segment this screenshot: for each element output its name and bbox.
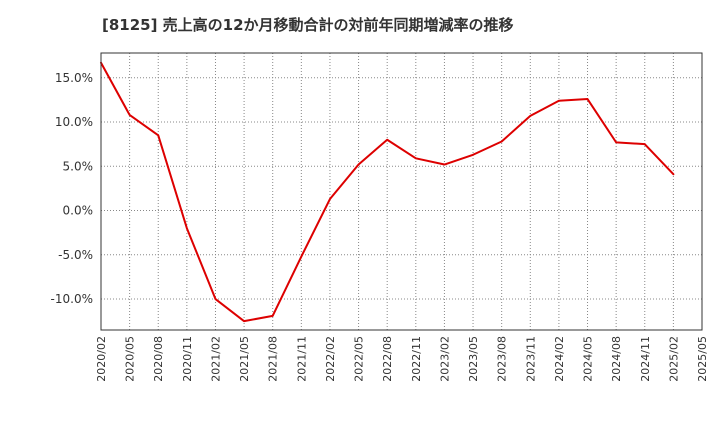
y-tick-label: 15.0% [55, 71, 93, 85]
y-tick-label: 0.0% [63, 204, 94, 218]
y-tick-label: 10.0% [55, 115, 93, 129]
x-tick-label: 2023/11 [524, 336, 537, 382]
series-layer [100, 61, 675, 323]
x-tick-label: 2023/05 [467, 336, 480, 382]
y-tick-label: 5.0% [63, 159, 94, 173]
series-line [100, 61, 675, 323]
x-tick-label: 2020/08 [152, 336, 165, 382]
x-tick-label: 2025/02 [667, 336, 680, 382]
x-tick-label: 2020/02 [95, 336, 108, 382]
y-tick-label: -10.0% [51, 292, 93, 306]
plot-frame [100, 52, 703, 331]
x-tick-label: 2025/05 [696, 336, 709, 382]
x-tick-label: 2022/02 [324, 336, 337, 382]
x-tick-label: 2024/11 [639, 336, 652, 382]
x-tick-label: 2024/02 [553, 336, 566, 382]
x-tick-label: 2021/05 [238, 336, 251, 382]
x-tick-label: 2023/08 [496, 336, 509, 382]
x-tick-label: 2020/05 [124, 336, 137, 382]
x-tick-label: 2024/05 [582, 336, 595, 382]
x-tick-label: 2021/08 [267, 336, 280, 382]
x-tick-label: 2021/02 [209, 336, 222, 382]
chart-title: [8125] 売上高の12か月移動合計の対前年同期増減率の推移 [102, 16, 514, 34]
axis-layer: 15.0% 10.0% 5.0% 0.0% -5.0% -10.0% 2020/02 2020… [51, 71, 709, 382]
x-tick-label: 2023/02 [438, 336, 451, 382]
x-tick-label: 2022/11 [410, 336, 423, 382]
plot-area [101, 53, 702, 330]
x-tick-label: 2021/11 [295, 336, 308, 382]
x-tick-label: 2022/08 [381, 336, 394, 382]
y-tick-label: -5.0% [58, 248, 93, 262]
grid-layer [101, 53, 702, 330]
x-tick-label: 2022/05 [353, 336, 366, 382]
x-tick-label: 2024/08 [610, 336, 623, 382]
x-tick-label: 2020/11 [181, 336, 194, 382]
